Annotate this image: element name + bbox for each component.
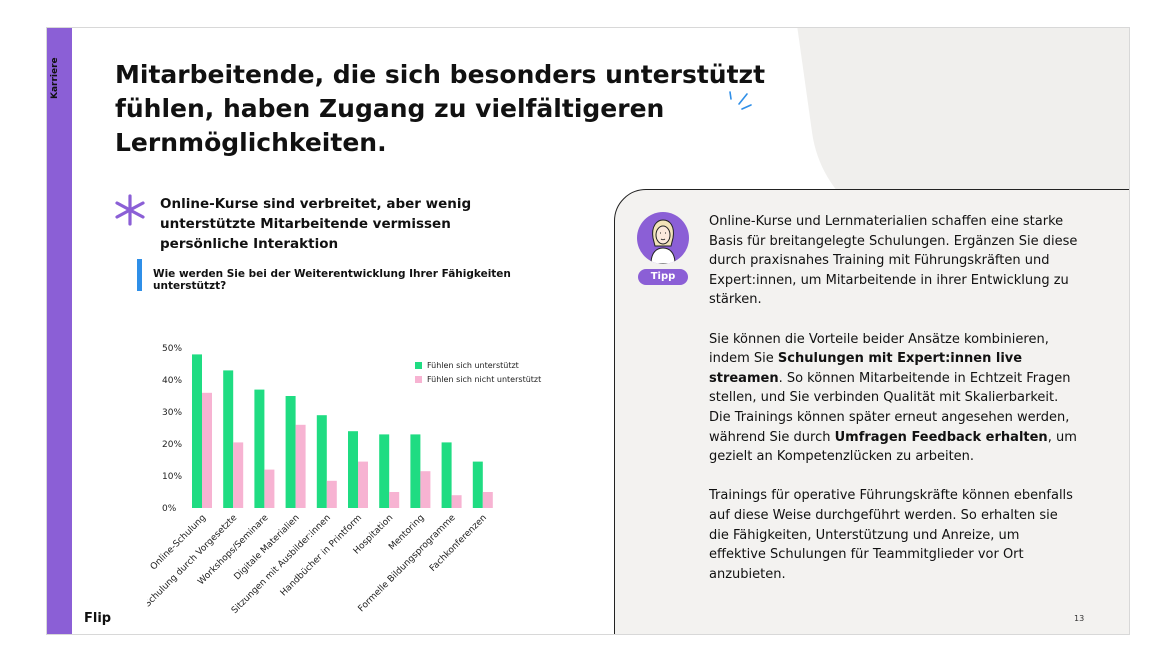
bar-not-supported [482, 492, 493, 508]
bar-supported [223, 370, 234, 508]
tip-paragraph-1: Online-Kurse und Lernmaterialien schaffe… [709, 214, 1078, 308]
legend-label: Fühlen sich unterstützt [427, 361, 519, 370]
bar-not-supported [389, 492, 400, 508]
tip-badge: Tipp [638, 269, 688, 285]
x-tick-label: Online-Schulung [149, 513, 208, 572]
slide: Karriere Mitarbeitende, die sich besonde… [46, 27, 1130, 635]
bar-supported [285, 396, 296, 508]
tip-highlight: Schulungen mit Expert:innen live streame… [709, 351, 1023, 386]
avatar [637, 212, 689, 264]
section-label: Karriere [50, 57, 60, 99]
bar-supported [316, 415, 327, 508]
page-title: Mitarbeitende, die sich besonders unters… [115, 60, 766, 157]
bar-supported [348, 431, 358, 508]
bar-supported [441, 442, 452, 508]
bar-supported [472, 461, 483, 508]
y-tick-label: 50% [162, 344, 182, 354]
bar-not-supported [326, 480, 337, 508]
bar-not-supported [358, 461, 368, 508]
person-illustration-icon [650, 219, 676, 264]
tip-highlight: Umfragen Feedback erhalten [834, 429, 1048, 445]
tip-paragraph-2: Sie können die Vorteile beider Ansätze k… [709, 330, 1079, 467]
bar-chart: 0%10%20%30%40%50%Online-SchulungSchulung… [147, 344, 541, 616]
asterisk-icon [115, 194, 145, 226]
bar-not-supported [451, 495, 462, 508]
side-strip [47, 28, 72, 634]
bar-supported [192, 354, 202, 508]
sparkle-icon [729, 91, 752, 110]
question-accent-bar [137, 259, 142, 291]
bar-supported [254, 389, 265, 508]
bar-not-supported [420, 471, 431, 508]
y-tick-label: 30% [162, 408, 182, 418]
y-tick-label: 20% [162, 440, 182, 450]
chart-subheadline: Online-Kurse sind verbreitet, aber wenig… [160, 196, 472, 252]
bar-supported [379, 434, 390, 508]
bar-not-supported [233, 442, 244, 508]
y-tick-label: 0% [162, 504, 177, 514]
tip-panel [614, 189, 1129, 634]
tip-text: Online-Kurse und Lernmaterialien schaffe… [709, 212, 1079, 604]
x-tick-label: Fachkonferenzen [428, 513, 489, 574]
bar-not-supported [295, 424, 306, 508]
tip-text-segment: . So können Mitarbeitende in Echtzeit Fr… [709, 370, 1071, 445]
tip-text-segment: , um gezielt an Kompetenzlücken zu arbei… [709, 429, 1077, 465]
y-tick-label: 40% [162, 376, 182, 386]
tip-paragraph-3: Trainings für operative Führungskräfte k… [709, 488, 1073, 582]
y-tick-label: 10% [162, 472, 182, 482]
legend-swatch [415, 376, 422, 383]
brand-logo: Flip [84, 611, 112, 626]
page-number: 13 [1074, 614, 1085, 623]
legend-label: Fühlen sich nicht unterstützt [427, 375, 541, 384]
survey-question: Wie werden Sie bei der Weiterentwicklung… [153, 268, 511, 292]
tip-text-segment: Sie können die Vorteile beider Ansätze k… [709, 331, 1049, 367]
legend-swatch [415, 362, 422, 369]
bar-not-supported [202, 392, 212, 508]
bar-supported [410, 434, 421, 508]
bar-not-supported [264, 469, 275, 508]
